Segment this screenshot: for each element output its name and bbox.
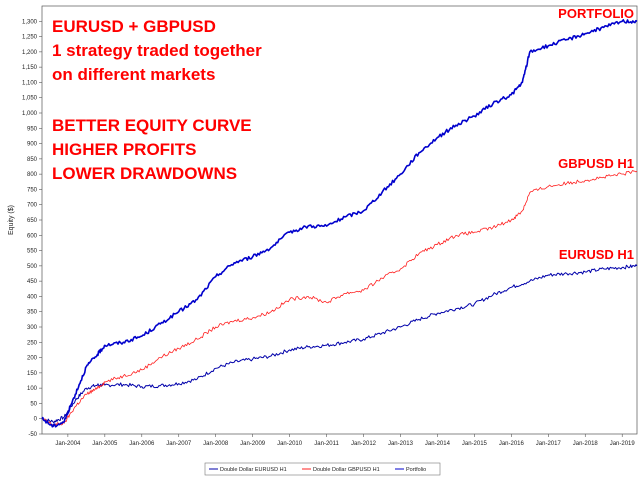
y-tick-label: 100 bbox=[27, 386, 38, 392]
y-tick-label: 650 bbox=[27, 218, 38, 224]
y-tick-label: 750 bbox=[27, 187, 38, 193]
series-lines bbox=[41, 19, 638, 428]
y-tick-label: 600 bbox=[27, 233, 38, 239]
x-tick-label: Jan-2019 bbox=[610, 441, 636, 447]
annotation-line-6: LOWER DRAWDOWNS bbox=[52, 164, 237, 183]
y-tick-label: 900 bbox=[27, 142, 38, 148]
annotation-line-2: 1 strategy traded together bbox=[52, 41, 262, 60]
y-tick-label: 1,100 bbox=[22, 80, 38, 86]
y-tick-label: 50 bbox=[30, 401, 37, 407]
y-tick-label: 300 bbox=[27, 325, 38, 331]
annotation-line-4: BETTER EQUITY CURVE bbox=[52, 116, 252, 135]
eurusd-series-label: EURUSD H1 bbox=[559, 247, 634, 262]
y-tick-label: 500 bbox=[27, 264, 38, 270]
annotation-line-3: on different markets bbox=[52, 65, 215, 84]
y-tick-label: 200 bbox=[27, 356, 38, 362]
y-tick-label: 350 bbox=[27, 310, 38, 316]
y-tick-label: 400 bbox=[27, 294, 38, 300]
portfolio-series-label: PORTFOLIO bbox=[558, 6, 634, 21]
series-line-portfolio bbox=[41, 19, 638, 428]
x-axis-ticks: Jan-2004 Jan-2005 Jan-2006 Jan-2007 Jan-2008… bbox=[55, 434, 635, 447]
y-tick-label: 1,200 bbox=[22, 50, 38, 56]
y-tick-label: 1,300 bbox=[22, 19, 38, 25]
x-tick-label: Jan-2010 bbox=[277, 441, 303, 447]
x-tick-label: Jan-2016 bbox=[499, 441, 525, 447]
y-tick-label: -50 bbox=[28, 432, 37, 438]
y-tick-label: 850 bbox=[27, 157, 38, 163]
x-tick-label: Jan-2005 bbox=[92, 441, 118, 447]
x-tick-label: Jan-2017 bbox=[536, 441, 562, 447]
y-tick-label: 1,050 bbox=[22, 96, 38, 102]
y-tick-label: 1,150 bbox=[22, 65, 38, 71]
legend-box bbox=[204, 462, 441, 476]
x-tick-label: Jan-2018 bbox=[573, 441, 599, 447]
x-tick-label: Jan-2015 bbox=[462, 441, 488, 447]
y-tick-label: 250 bbox=[27, 340, 38, 346]
x-tick-label: Jan-2013 bbox=[388, 441, 414, 447]
annotation-line-1: EURUSD + GBPUSD bbox=[52, 17, 216, 36]
y-tick-label: 0 bbox=[34, 417, 38, 423]
x-tick-label: Jan-2008 bbox=[203, 441, 229, 447]
annotation-line-5: HIGHER PROFITS bbox=[52, 140, 197, 159]
x-tick-label: Jan-2014 bbox=[425, 441, 451, 447]
y-tick-label: 150 bbox=[27, 371, 38, 377]
plot-frame bbox=[41, 5, 638, 435]
y-tick-label: 1,000 bbox=[22, 111, 38, 117]
x-tick-label: Jan-2009 bbox=[240, 441, 266, 447]
y-tick-label: 950 bbox=[27, 126, 38, 132]
x-tick-label: Jan-2007 bbox=[166, 441, 192, 447]
x-tick-label: Jan-2011 bbox=[314, 441, 339, 447]
y-tick-label: 1,250 bbox=[22, 35, 38, 41]
y-tick-label: 450 bbox=[27, 279, 38, 285]
y-axis-ticks: 1,300 1,250 1,200 1,150 1,100 1,050 1,000 950 90… bbox=[22, 19, 42, 438]
y-tick-label: 550 bbox=[27, 249, 38, 255]
y-tick-label: 700 bbox=[27, 203, 38, 209]
x-tick-label: Jan-2004 bbox=[55, 441, 81, 447]
y-axis-label: Equity ($) bbox=[8, 205, 15, 235]
legend-item-portfolio: Portfolio bbox=[406, 467, 426, 473]
series-line-gbpusd bbox=[41, 170, 638, 427]
y-tick-label: 800 bbox=[27, 172, 38, 178]
x-tick-label: Jan-2006 bbox=[129, 441, 155, 447]
legend-item-eurusd: Double Dollar EURUSD H1 bbox=[220, 467, 287, 473]
legend-item-gbpusd: Double Dollar GBPUSD H1 bbox=[313, 467, 380, 473]
annotation-block: EURUSD + GBPUSD 1 strategy traded togeth… bbox=[52, 17, 262, 183]
chart-legend: Double Dollar EURUSD H1 Double Dollar GB… bbox=[204, 462, 441, 476]
x-tick-label: Jan-2012 bbox=[351, 441, 377, 447]
gbpusd-series-label: GBPUSD H1 bbox=[558, 156, 634, 171]
